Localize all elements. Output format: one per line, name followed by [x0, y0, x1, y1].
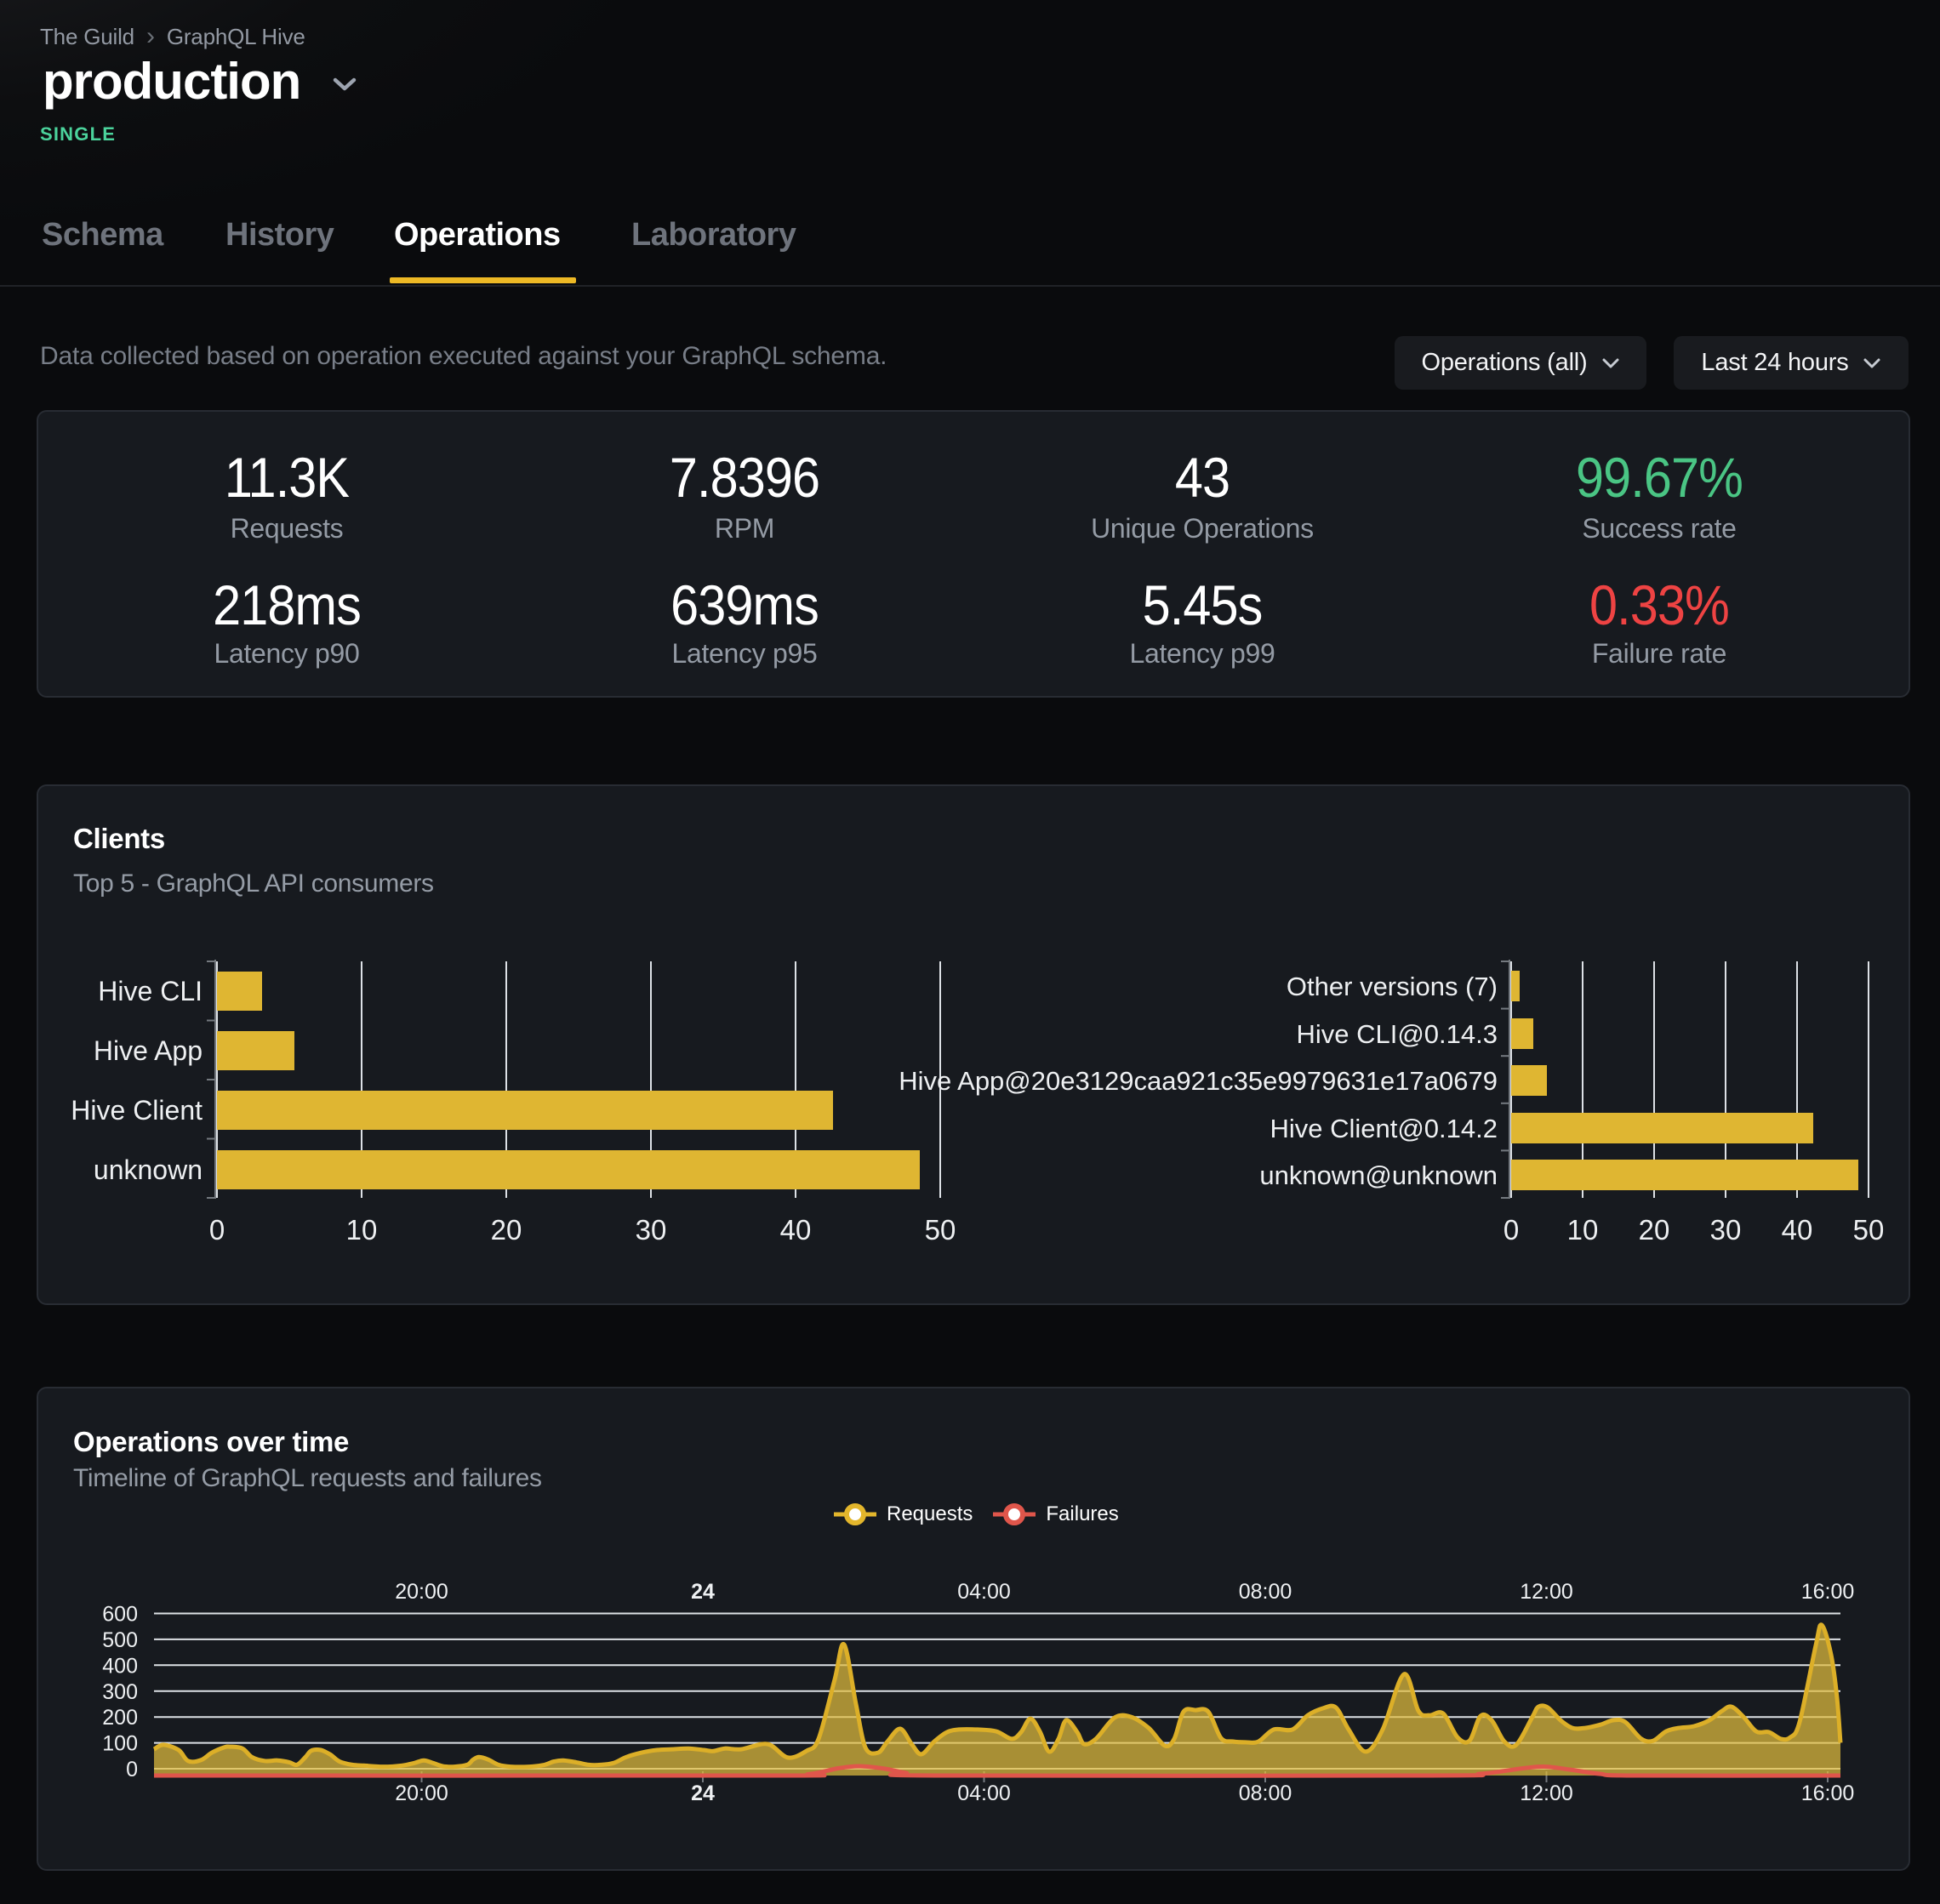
- svg-text:Hive Client: Hive Client: [71, 1095, 203, 1126]
- svg-text:Hive CLI@0.14.3: Hive CLI@0.14.3: [1296, 1019, 1498, 1049]
- svg-text:Hive CLI: Hive CLI: [98, 976, 203, 1006]
- svg-text:08:00: 08:00: [1239, 1781, 1292, 1805]
- svg-text:600: 600: [102, 1603, 138, 1627]
- svg-text:24: 24: [691, 1580, 715, 1604]
- svg-text:50: 50: [925, 1214, 956, 1246]
- svg-text:30: 30: [636, 1214, 667, 1246]
- svg-text:20: 20: [1639, 1214, 1670, 1246]
- svg-text:unknown: unknown: [94, 1154, 203, 1185]
- svg-text:30: 30: [1710, 1214, 1742, 1246]
- svg-text:04:00: 04:00: [957, 1580, 1011, 1604]
- svg-text:08:00: 08:00: [1239, 1580, 1292, 1604]
- svg-text:12:00: 12:00: [1520, 1580, 1573, 1604]
- svg-text:16:00: 16:00: [1801, 1781, 1855, 1805]
- svg-text:20:00: 20:00: [395, 1781, 448, 1805]
- svg-text:500: 500: [102, 1628, 138, 1652]
- svg-text:10: 10: [1567, 1214, 1599, 1246]
- svg-text:20:00: 20:00: [395, 1580, 448, 1604]
- svg-text:300: 300: [102, 1680, 138, 1704]
- svg-text:40: 40: [780, 1214, 812, 1246]
- svg-text:04:00: 04:00: [957, 1781, 1011, 1805]
- svg-text:Other versions (7): Other versions (7): [1287, 972, 1498, 1001]
- svg-text:100: 100: [102, 1732, 138, 1756]
- svg-text:400: 400: [102, 1654, 138, 1678]
- svg-text:0: 0: [1504, 1214, 1519, 1246]
- svg-text:16:00: 16:00: [1801, 1580, 1855, 1604]
- svg-text:Hive App: Hive App: [94, 1035, 203, 1066]
- svg-text:12:00: 12:00: [1520, 1781, 1573, 1805]
- svg-text:Hive App@20e3129caa921c35e9979: Hive App@20e3129caa921c35e9979631e17a067…: [899, 1066, 1498, 1096]
- svg-text:10: 10: [346, 1214, 378, 1246]
- svg-text:50: 50: [1853, 1214, 1885, 1246]
- svg-text:0: 0: [126, 1758, 138, 1781]
- svg-text:Hive Client@0.14.2: Hive Client@0.14.2: [1270, 1114, 1498, 1143]
- svg-text:24: 24: [691, 1781, 715, 1805]
- svg-text:200: 200: [102, 1706, 138, 1730]
- svg-text:40: 40: [1782, 1214, 1813, 1246]
- svg-text:0: 0: [209, 1214, 225, 1246]
- svg-text:20: 20: [491, 1214, 522, 1246]
- svg-text:unknown@unknown: unknown@unknown: [1259, 1160, 1498, 1190]
